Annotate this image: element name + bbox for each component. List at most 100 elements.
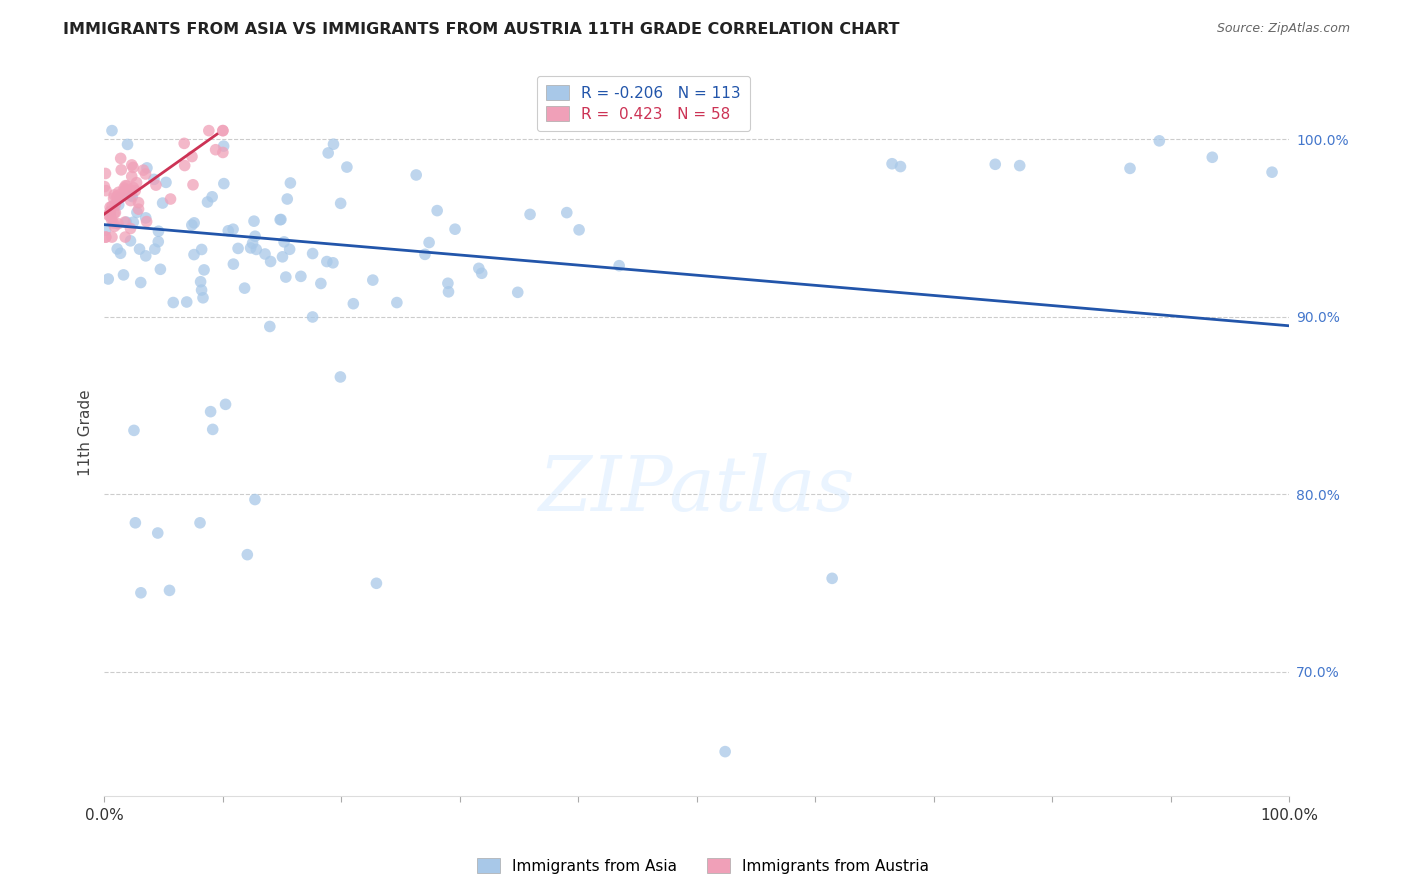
Point	[94, 230, 117, 244]
Point	[103, 191, 125, 205]
Point	[519, 207, 541, 221]
Point	[100, 210, 122, 224]
Point	[128, 202, 150, 217]
Point	[183, 247, 205, 261]
Point	[94, 230, 117, 244]
Point	[290, 269, 312, 284]
Point	[233, 281, 256, 295]
Point	[198, 123, 221, 137]
Point	[122, 215, 145, 229]
Point	[145, 178, 167, 193]
Point	[103, 216, 125, 230]
Point	[274, 270, 297, 285]
Point	[112, 268, 135, 282]
Point	[212, 123, 235, 137]
Point	[103, 219, 125, 234]
Point	[437, 285, 460, 299]
Point	[105, 190, 128, 204]
Point	[120, 234, 142, 248]
Point	[329, 370, 352, 384]
Point	[146, 526, 169, 541]
Point	[607, 259, 630, 273]
Point	[112, 181, 135, 195]
Point	[181, 150, 204, 164]
Text: IMMIGRANTS FROM ASIA VS IMMIGRANTS FROM AUSTRIA 11TH GRADE CORRELATION CHART: IMMIGRANTS FROM ASIA VS IMMIGRANTS FROM …	[63, 22, 900, 37]
Point	[120, 221, 142, 235]
Point	[129, 586, 152, 600]
Point	[94, 166, 117, 180]
Point	[418, 235, 440, 250]
Point	[271, 250, 294, 264]
Point	[217, 224, 239, 238]
Y-axis label: 11th Grade: 11th Grade	[79, 389, 93, 475]
Point	[405, 168, 427, 182]
Point	[280, 176, 302, 190]
Point	[336, 160, 359, 174]
Point	[128, 195, 150, 210]
Point	[105, 189, 128, 203]
Point	[121, 189, 143, 203]
Point	[100, 213, 122, 227]
Point	[148, 235, 170, 249]
Point	[155, 175, 177, 189]
Point	[180, 218, 202, 232]
Point	[714, 745, 737, 759]
Point	[120, 184, 142, 198]
Text: ZIPatlas: ZIPatlas	[538, 453, 855, 527]
Point	[183, 216, 205, 230]
Point	[276, 192, 298, 206]
Point	[100, 204, 122, 219]
Point	[197, 194, 219, 209]
Point	[122, 161, 145, 175]
Point	[259, 319, 281, 334]
Point	[110, 246, 132, 260]
Point	[143, 172, 166, 186]
Point	[1261, 165, 1284, 179]
Point	[301, 310, 323, 324]
Point	[253, 247, 276, 261]
Point	[173, 136, 195, 151]
Point	[136, 161, 159, 175]
Point	[270, 212, 292, 227]
Point	[121, 169, 143, 184]
Point	[316, 145, 339, 160]
Point	[273, 235, 295, 249]
Point	[132, 163, 155, 178]
Point	[555, 205, 578, 219]
Point	[159, 583, 181, 598]
Point	[128, 242, 150, 256]
Point	[103, 188, 125, 202]
Point	[236, 548, 259, 562]
Point	[212, 145, 235, 160]
Point	[821, 571, 844, 585]
Legend: Immigrants from Asia, Immigrants from Austria: Immigrants from Asia, Immigrants from Au…	[471, 852, 935, 880]
Point	[120, 188, 142, 202]
Point	[162, 295, 184, 310]
Point	[190, 283, 212, 297]
Point	[259, 254, 281, 268]
Point	[143, 242, 166, 256]
Point	[97, 272, 120, 286]
Point	[426, 203, 449, 218]
Point	[108, 187, 131, 202]
Point	[122, 180, 145, 194]
Point	[1008, 159, 1031, 173]
Point	[204, 143, 226, 157]
Point	[111, 188, 134, 202]
Point	[104, 197, 127, 211]
Point	[135, 249, 157, 263]
Point	[101, 123, 124, 137]
Point	[103, 206, 125, 220]
Point	[115, 215, 138, 229]
Point	[243, 229, 266, 244]
Point	[309, 277, 332, 291]
Point	[200, 404, 222, 418]
Point	[366, 576, 388, 591]
Point	[188, 516, 211, 530]
Point	[125, 205, 148, 219]
Point	[212, 139, 235, 153]
Point	[212, 177, 235, 191]
Point	[152, 196, 174, 211]
Point	[568, 223, 591, 237]
Point	[148, 224, 170, 238]
